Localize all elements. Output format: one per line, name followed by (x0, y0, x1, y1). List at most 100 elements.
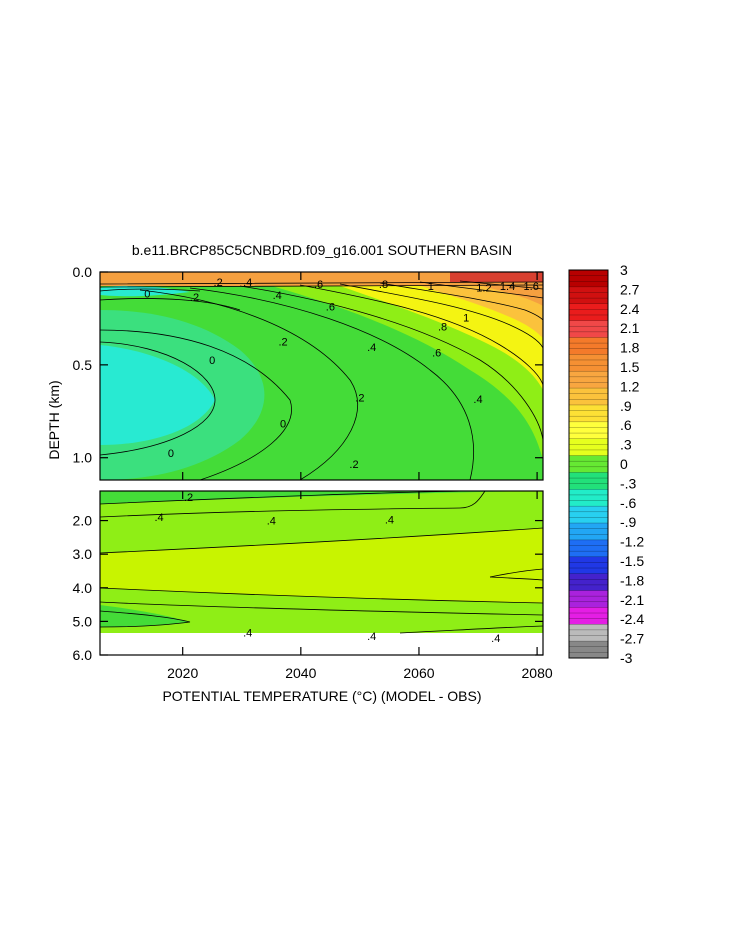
y-tick-label: 0.0 (73, 264, 93, 280)
colorbar-label: -2.7 (620, 631, 644, 647)
colorbar-swatch (569, 641, 608, 659)
upper-contour-lines (100, 280, 543, 480)
contour-label: .2 (279, 337, 288, 349)
chart-title: b.e11.BRCP85C5CNBDRD.f09_g16.001 SOUTHER… (132, 242, 512, 258)
colorbar-label: 1.2 (620, 378, 640, 394)
colorbar-swatch (569, 337, 608, 355)
contour-label: .4 (385, 515, 394, 527)
y-tick-label: 6.0 (73, 647, 93, 663)
contour-label: 0 (209, 355, 215, 367)
colorbar-swatch (569, 320, 608, 338)
colorbar-label: -1.8 (620, 572, 644, 588)
colorbar-swatch (569, 539, 608, 558)
colorbar-label: .6 (620, 417, 632, 433)
colorbar-label: 1.5 (620, 359, 640, 375)
colorbar-label: 2.1 (620, 320, 640, 336)
y-tick-label: 1.0 (73, 450, 93, 466)
x-axis-label: POTENTIAL TEMPERATURE (°C) (MODEL - OBS) (162, 688, 481, 704)
colorbar-swatch (569, 590, 608, 608)
colorbar-swatch (569, 371, 608, 389)
colorbar-label: -1.5 (620, 553, 644, 569)
upper-surface-strip-hot (450, 272, 543, 282)
colorbar-label: .3 (620, 437, 632, 453)
lower-y-ticks: 2.0 3.0 4.0 5.0 6.0 (73, 513, 543, 663)
colorbar-label: 0 (620, 456, 628, 472)
colorbar-label: 2.7 (620, 281, 640, 297)
contour-label: .8 (379, 279, 388, 291)
y-tick-label: 2.0 (73, 513, 93, 529)
lower-contour-lines (100, 491, 543, 634)
colorbar-label: -2.4 (620, 611, 644, 627)
upper-panel-frame (99, 271, 544, 481)
contour-label: 0 (168, 448, 174, 460)
contour-label: .6 (314, 279, 323, 291)
colorbar-label: 3 (620, 262, 628, 278)
colorbar-labels: 3 2.7 2.4 2.1 1.8 1.5 1.2 .9 .6 .3 0 -.3 -.6 -.9 -1.2 -… (620, 262, 644, 666)
colorbar-swatch (569, 438, 608, 456)
colorbar-swatch (569, 624, 608, 642)
colorbar-label: -.9 (620, 514, 637, 530)
contour-label: 1.2 (476, 283, 491, 295)
contour-label: .4 (243, 627, 252, 639)
contour-label: .4 (473, 394, 482, 406)
colorbar-label: -.6 (620, 495, 637, 511)
contour-label: .4 (243, 277, 252, 289)
contour-label: 1 (428, 281, 434, 293)
colorbar-swatch (569, 523, 608, 541)
colorbar-swatch (569, 489, 608, 507)
colorbar-swatch (569, 421, 608, 440)
colorbar-swatch (569, 455, 608, 473)
y-axis-label: DEPTH (km) (46, 380, 62, 459)
x-tick-label: 2080 (522, 665, 553, 681)
contour-label: 1.6 (524, 281, 539, 293)
colorbar-label: .9 (620, 398, 632, 414)
contour-label: .4 (273, 290, 282, 302)
upper-band-deep-cool (100, 345, 215, 445)
contour-label: .2 (349, 459, 358, 471)
colorbar-label: -.3 (620, 475, 637, 491)
contour-label: .2 (184, 492, 193, 504)
colorbar-swatch (569, 303, 608, 322)
contour-label: 0 (144, 288, 150, 300)
x-tick-label: 2020 (167, 665, 198, 681)
colorbar-swatch (569, 388, 608, 406)
colorbar-swatch (569, 506, 608, 524)
lower-band-green-top (100, 491, 543, 504)
contour-label: .8 (438, 322, 447, 334)
colorbar-swatch (569, 286, 608, 305)
contour-label: 1.4 (500, 281, 515, 293)
colorbar-swatch (569, 573, 608, 591)
upper-y-ticks: 0.0 0.5 1.0 (73, 264, 543, 466)
contour-label: .4 (367, 631, 376, 643)
contour-label: .4 (267, 516, 276, 528)
colorbar-label: -3 (620, 650, 633, 666)
lower-panel-frame (99, 490, 544, 656)
contour-label: .2 (214, 277, 223, 289)
lower-contour-labels: .2 .4 .4 .4 .4 .4 .4 (154, 492, 500, 645)
contour-label: .4 (154, 512, 163, 524)
colorbar-label: 2.4 (620, 301, 640, 317)
lower-band-green-bottom (100, 605, 190, 627)
y-tick-label: 5.0 (73, 613, 93, 629)
colorbar-swatch (569, 270, 608, 288)
contour-label: 1 (463, 312, 469, 324)
colorbar-swatch (569, 354, 608, 372)
colorbar-swatch (569, 556, 608, 575)
x-tick-label: 2040 (285, 665, 316, 681)
contour-label: .4 (491, 633, 500, 645)
contour-label: .4 (367, 342, 376, 354)
colorbar-label: 1.8 (620, 340, 640, 356)
contour-label: .6 (432, 348, 441, 360)
colorbar-frame (568, 269, 609, 659)
colorbar-label: -1.2 (620, 534, 644, 550)
colorbar (568, 269, 609, 659)
colorbar-label: -2.1 (620, 592, 644, 608)
contour-label: 0 (280, 418, 286, 430)
contour-label: .2 (190, 292, 199, 304)
x-axis-ticks: 2020 2040 2060 2080 (167, 272, 553, 681)
colorbar-swatch (569, 607, 608, 625)
lower-panel: .2 .4 .4 .4 .4 .4 .4 (100, 491, 543, 655)
